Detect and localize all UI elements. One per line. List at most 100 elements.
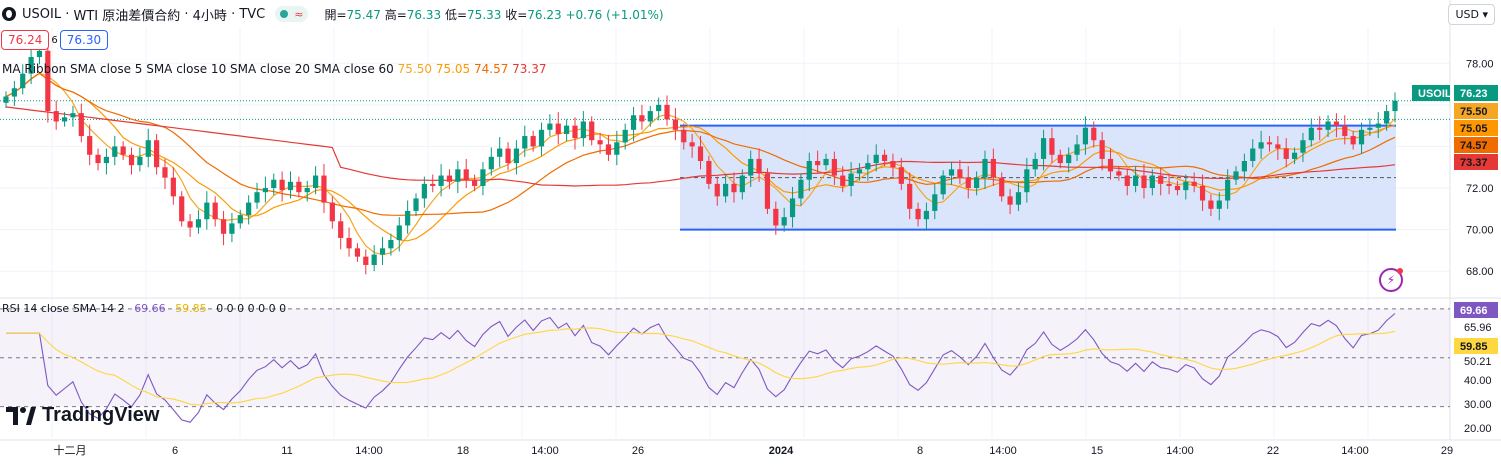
candle-body xyxy=(1099,140,1105,159)
candle-body xyxy=(856,169,863,174)
ohlc-values: 開=75.47 高=76.33 低=75.33 收=76.23 +0.76 (+… xyxy=(324,7,664,22)
last-price-label: 76.23 xyxy=(1460,88,1488,100)
candle-body xyxy=(53,111,59,122)
candle-body xyxy=(187,221,193,228)
candle-body xyxy=(1107,158,1114,172)
candle-body xyxy=(1015,192,1022,205)
candle-body xyxy=(1258,142,1264,149)
symbol-name[interactable]: USOIL xyxy=(22,6,62,22)
candle-body xyxy=(656,104,662,112)
candle-body xyxy=(664,104,670,120)
time-tick-label: 十二月 xyxy=(54,443,87,457)
candle-body xyxy=(1199,185,1206,201)
candlestick-series xyxy=(3,42,1398,275)
candle-body xyxy=(1225,179,1231,201)
source-label: TVC xyxy=(239,6,266,22)
candle-body xyxy=(254,192,260,203)
candle-body xyxy=(87,136,93,155)
ma-price-tag xyxy=(1454,137,1498,153)
brand-name: TradingView xyxy=(42,404,160,426)
candle-body xyxy=(513,148,520,164)
candle-body xyxy=(103,156,110,164)
currency-selector[interactable]: USD xyxy=(1448,4,1495,25)
candle-body xyxy=(1291,152,1298,159)
candle-body xyxy=(170,177,176,197)
candle-body xyxy=(379,248,386,255)
symbol-header: USOIL · WTI 原油差價合約 · 4小時 · TVC ≈ 開=75.47… xyxy=(2,4,664,24)
rsi-tick-label: 50.21 xyxy=(1464,356,1492,368)
candle-body xyxy=(1032,158,1038,170)
candle-body xyxy=(923,210,930,220)
price-axis: 68.00 70.00 72.00 78.00 USOIL 76.23 75.50 75.05… xyxy=(1412,58,1498,435)
candle-body xyxy=(1208,200,1214,209)
candle-body xyxy=(1342,125,1348,137)
tradingview-logo-icon xyxy=(6,406,36,425)
candle-body xyxy=(1233,171,1239,180)
candle-body xyxy=(162,167,168,178)
candle-body xyxy=(580,121,586,139)
candle-body xyxy=(388,240,394,249)
candle-body xyxy=(78,113,84,137)
candle-body xyxy=(932,194,938,211)
time-axis: 十二月 6 11 14:00 18 14:00 26 2024 8 14:00 15 14:00 22 1… xyxy=(54,443,1454,457)
candle-body xyxy=(413,198,419,211)
price-tick-label: 70.00 xyxy=(1466,225,1494,237)
rsi-pane xyxy=(0,308,1450,423)
ma-ribbon-legend[interactable]: MA Ribbon SMA close 5 SMA close 10 SMA c… xyxy=(2,62,547,76)
candle-body xyxy=(346,237,352,249)
candle-body xyxy=(120,146,126,155)
candle-body xyxy=(589,121,595,141)
candle-body xyxy=(748,158,754,176)
rsi-legend[interactable]: RSI 14 close SMA 14 2 69.66 59.85 0 0 0 … xyxy=(2,302,286,315)
rsi-tick-label: 20.00 xyxy=(1464,423,1492,435)
candle-body xyxy=(1124,175,1130,186)
ma-price-tag xyxy=(1454,120,1498,136)
candle-body xyxy=(965,177,971,189)
lightning-alert-icon[interactable]: ⚡ xyxy=(1379,268,1403,292)
time-tick-label: 14:00 xyxy=(989,445,1017,457)
ma-price-label: 75.05 xyxy=(1460,123,1488,135)
spread-value: 6 xyxy=(51,34,58,46)
candle-body xyxy=(1066,154,1072,164)
time-tick-label: 29 xyxy=(1441,445,1453,457)
rsi-value-tag-label: 69.66 xyxy=(1460,305,1488,317)
buy-price-button[interactable]: 76.30 xyxy=(59,30,109,50)
candle-body xyxy=(480,169,486,186)
candle-body xyxy=(1174,185,1181,191)
time-tick-label: 14:00 xyxy=(1166,445,1194,457)
candle-body xyxy=(195,219,202,228)
candle-body xyxy=(823,158,829,166)
candle-body xyxy=(881,154,888,161)
candle-body xyxy=(798,179,804,199)
candle-body xyxy=(831,158,837,176)
candle-body xyxy=(430,183,436,186)
candle-body xyxy=(20,73,26,89)
sell-price-button[interactable]: 76.24 xyxy=(1,30,50,50)
candle-body xyxy=(940,175,946,195)
ma-value-2: 75.05 xyxy=(432,62,471,76)
candle-body xyxy=(555,123,561,134)
market-status-badge[interactable]: ≈ xyxy=(275,6,309,22)
ma-price-tag xyxy=(1454,103,1498,119)
price-tick-label: 72.00 xyxy=(1466,183,1494,195)
candle-body xyxy=(1275,144,1281,149)
candle-body xyxy=(3,96,9,103)
candle-body xyxy=(329,202,335,222)
rsi-tick-label: 65.96 xyxy=(1464,322,1492,334)
tradingview-logo: TradingView xyxy=(6,404,159,427)
price-tick-label: 68.00 xyxy=(1466,266,1494,278)
ma-line-60 xyxy=(5,106,1396,187)
candle-body xyxy=(1183,181,1189,191)
ma-price-label: 73.37 xyxy=(1460,157,1488,169)
candle-body xyxy=(739,175,745,193)
candle-body xyxy=(647,111,653,122)
candle-body xyxy=(974,177,980,189)
candle-body xyxy=(312,175,319,189)
candle-body xyxy=(723,183,729,197)
candle-body xyxy=(463,169,469,180)
candle-body xyxy=(1040,138,1047,159)
interval-label[interactable]: 4小時 xyxy=(192,8,227,24)
price-tick-label: 78.00 xyxy=(1466,58,1494,70)
candle-body xyxy=(145,140,151,157)
